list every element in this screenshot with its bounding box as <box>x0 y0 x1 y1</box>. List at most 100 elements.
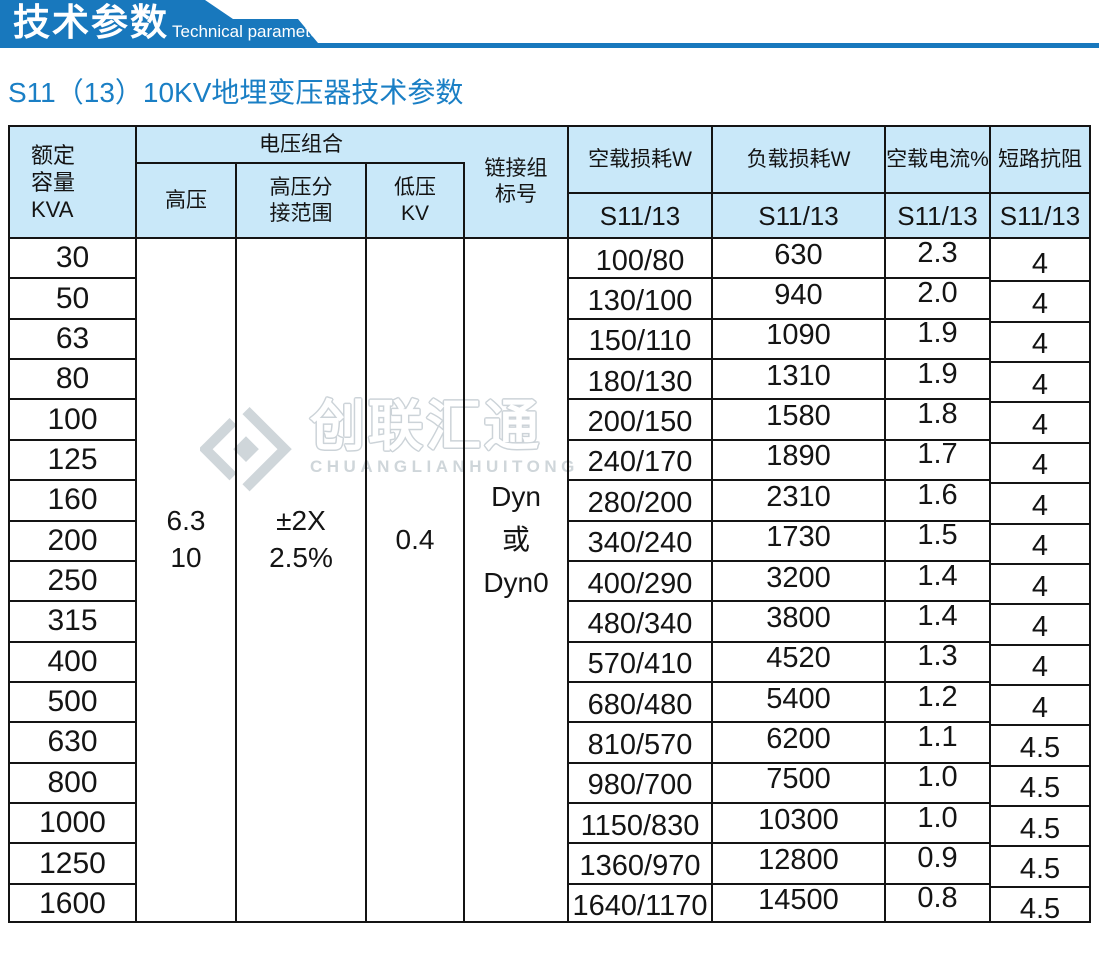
table-cell-noload: 480/340 <box>569 602 711 643</box>
table-cell-impedance: 4.5 <box>991 847 1089 888</box>
column-load-loss: 630 940 1090 1310 1580 1890 2310 1730 3200 3800 45… <box>713 239 886 923</box>
table-cell-kva: 1250 <box>10 844 135 885</box>
banner-title-en: Technical parameter <box>172 22 326 41</box>
table-cell-current: 0.8 <box>917 882 958 915</box>
header-noload-loss-col: 空载损耗W S11/13 <box>569 127 713 237</box>
table-cell-noload: 100/80 <box>569 239 711 280</box>
table-cell-kva: 30 <box>10 239 135 280</box>
table-cell-impedance: 4 <box>991 565 1089 606</box>
table-cell-noload: 810/570 <box>569 723 711 764</box>
table-cell-impedance: 4 <box>991 323 1089 364</box>
table-cell-load: 630 <box>713 239 884 280</box>
header-tap-range: 高压分 接范围 <box>237 164 367 237</box>
table-cell-current: 1.5 <box>886 519 989 562</box>
table-cell-load: 1580 <box>713 400 884 441</box>
column-kva: 30 50 63 80 100 125 160 200 250 315 400 500 630 800 10… <box>10 239 137 923</box>
table-cell-impedance: 4.5 <box>991 767 1089 808</box>
header-impedance-sub: S11/13 <box>999 200 1081 231</box>
table-cell-load: 3200 <box>713 562 884 603</box>
table-cell-load: 6200 <box>713 723 884 764</box>
column-noload-current: 2.3 2.0 1.9 1.9 1.8 1.7 1.6 1.5 1.4 1.4 1.3 1.2 1.1 1… <box>886 239 991 923</box>
table-cell-noload: 130/100 <box>569 279 711 320</box>
merged-cell-vector-group: Dyn 或 Dyn0 <box>465 239 569 923</box>
table-cell-current: 1.8 <box>886 398 989 441</box>
table-cell-load: 7500 <box>713 763 884 805</box>
banner-title-cn: 技术参数 <box>13 2 169 43</box>
table-cell-current: 1.3 <box>886 640 989 683</box>
table-cell-impedance: 4 <box>991 484 1089 525</box>
header-voltage-group: 电压组合 高压 高压分 接范围 低压 KV <box>137 127 465 237</box>
table-cell-kva: 315 <box>10 602 135 643</box>
table-cell-load: 14500 <box>758 884 839 917</box>
header-impedance: 短路抗阻 <box>991 127 1089 194</box>
table-cell-impedance: 4 <box>991 686 1089 727</box>
table-cell-load: 2310 <box>713 481 884 522</box>
table-cell-noload: 280/200 <box>569 481 711 522</box>
table-cell-noload: 240/170 <box>569 441 711 482</box>
watermark-en: CHUANGLIANHUITONG <box>310 457 579 476</box>
table-cell-kva: 400 <box>10 643 135 683</box>
column-impedance: 4 4 4 4 4 4 4 4 4 4 4 4 4.5 4.5 4.5 4.5 4.5 <box>991 239 1089 923</box>
table-cell-impedance: 4.5 <box>991 726 1089 767</box>
table-cell-impedance: 4 <box>991 242 1089 283</box>
header-hv: 高压 <box>137 164 237 237</box>
table-cell-load: 3800 <box>713 602 884 643</box>
table-cell-impedance: 4 <box>991 282 1089 323</box>
table-header: 额定 容量 KVA 电压组合 高压 高压分 接范围 低压 KV 链接组 标号 空… <box>10 127 1089 237</box>
table-cell-current: 2.3 <box>886 239 989 280</box>
header-kva: 额定 容量 KVA <box>10 127 137 237</box>
table-cell-current: 1.9 <box>886 317 989 361</box>
table-cell-kva: 1000 <box>10 804 135 845</box>
table-cell-kva: 125 <box>10 441 135 482</box>
table-cell-impedance: 4 <box>991 444 1089 485</box>
table-cell-current: 1.2 <box>886 681 989 724</box>
header-impedance-col: 短路抗阻 S11/13 <box>991 127 1089 237</box>
table-cell-kva: 250 <box>10 562 135 603</box>
table-cell-noload: 150/110 <box>569 320 711 361</box>
table-cell-noload: 980/700 <box>569 764 711 805</box>
table-cell-load: 5400 <box>713 683 884 724</box>
table-cell-noload: 1150/830 <box>569 804 711 845</box>
diamond-logo-icon <box>200 406 292 492</box>
table-cell-noload: 180/130 <box>569 360 711 401</box>
table-cell-current: 1.0 <box>886 761 989 805</box>
table-cell-current: 1.9 <box>886 358 989 401</box>
table-cell-kva: 630 <box>10 723 135 764</box>
table-cell-kva: 50 <box>10 279 135 320</box>
table-cell-current: 1.4 <box>886 560 989 603</box>
table-cell-kva: 800 <box>10 764 135 805</box>
table-cell-impedance: 4.5 <box>1019 893 1061 923</box>
table-cell-current: 1.7 <box>886 438 989 482</box>
merged-cell-tap-range: ±2X 2.5% <box>237 239 367 923</box>
table-cell-load: 1090 <box>713 319 884 361</box>
table-cell-impedance: 4 <box>991 605 1089 646</box>
header-banner: 技术参数 Technical parameter <box>0 0 1099 48</box>
diamond-logo-center <box>233 436 259 463</box>
table-cell-kva: 500 <box>10 683 135 724</box>
table-body: 30 50 63 80 100 125 160 200 250 315 400 500 630 800 10… <box>10 237 1089 923</box>
table-cell-load: 1310 <box>713 360 884 401</box>
header-lv: 低压 KV <box>367 164 465 237</box>
table-cell-current: 2.0 <box>886 277 989 320</box>
watermark-cn: 创联汇通 <box>310 395 543 457</box>
table-cell-impedance: 4 <box>991 403 1089 444</box>
table-cell-kva: 200 <box>10 522 135 562</box>
table-cell-load: 10300 <box>713 804 884 845</box>
table-cell-noload: 570/410 <box>569 643 711 683</box>
watermark-text: 创联汇通 CHUANGLIANHUITONG <box>310 397 579 477</box>
header-load-loss-col: 负载损耗W S11/13 <box>713 127 886 237</box>
table-cell-current: 0.9 <box>886 842 989 885</box>
table-cell-impedance: 4 <box>991 525 1089 565</box>
table-cell-load: 4520 <box>713 642 884 683</box>
table-cell-load: 1890 <box>713 440 884 482</box>
table-cell-noload: 1640/1170 <box>572 890 708 923</box>
table-cell-impedance: 4.5 <box>991 807 1089 848</box>
table-cell-load: 12800 <box>713 844 884 885</box>
header-load-loss: 负载损耗W <box>713 127 884 194</box>
parameters-table: 创联汇通 CHUANGLIANHUITONG 额定 容量 KVA 电压组合 高压… <box>8 125 1091 923</box>
table-cell-noload: 680/480 <box>569 683 711 724</box>
table-cell-current: 1.0 <box>886 802 989 845</box>
table-cell-kva: 63 <box>10 320 135 361</box>
header-noload-loss-sub: S11/13 <box>599 200 681 231</box>
header-noload-current: 空载电流% <box>886 127 989 194</box>
